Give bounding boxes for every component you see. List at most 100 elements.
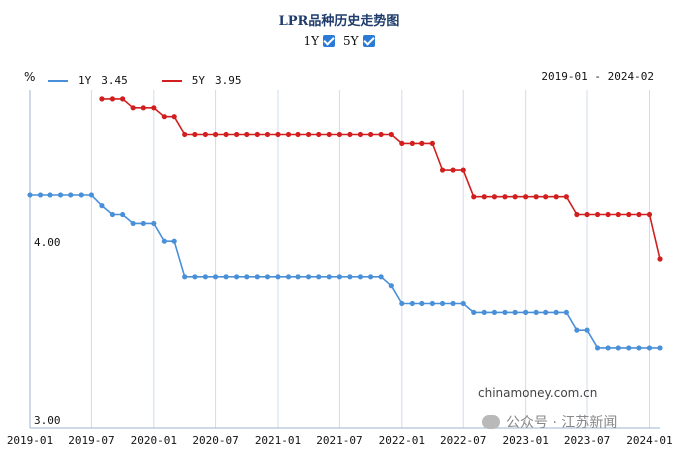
checkbox-checked-icon[interactable] (323, 35, 335, 47)
data-point-1y (234, 274, 240, 280)
data-point-5y (439, 167, 446, 173)
source-watermark: chinamoney.com.cn (478, 386, 598, 400)
data-point-1y (295, 274, 301, 280)
checkbox-checked-icon[interactable] (362, 35, 375, 47)
data-point-1y (151, 220, 157, 227)
data-point-5y (399, 140, 405, 146)
data-point-5y (533, 194, 539, 200)
x-tick-label: 2022-07 (440, 434, 486, 447)
data-point-1y (264, 274, 271, 280)
data-point-1y (409, 300, 415, 307)
data-point-5y (594, 211, 601, 218)
data-point-1y (399, 300, 405, 307)
data-point-1y (316, 274, 322, 280)
data-point-1y (605, 345, 611, 351)
data-point-5y (295, 131, 301, 138)
data-point-1y (471, 309, 477, 315)
data-point-1y (553, 309, 559, 315)
data-point-1y (275, 274, 281, 280)
data-point-1y (161, 238, 167, 244)
data-point-1y (223, 274, 229, 280)
legend: 1Y 3.45 5Y 3.95 (48, 74, 242, 87)
data-point-5y (244, 131, 250, 138)
data-point-1y (305, 274, 312, 280)
legend-item-1y[interactable]: 1Y 3.45 (48, 74, 128, 87)
y-tick-label: 4.00 (34, 236, 61, 249)
data-point-5y (182, 131, 188, 138)
data-point-1y (326, 274, 332, 280)
data-point-1y (212, 274, 219, 280)
data-point-1y (636, 345, 642, 351)
data-point-5y (285, 131, 292, 138)
data-point-1y (626, 345, 632, 351)
data-point-5y (378, 131, 384, 138)
data-point-5y (336, 131, 343, 138)
data-point-1y (182, 274, 188, 280)
data-point-5y (254, 131, 260, 138)
data-point-5y (120, 96, 126, 102)
data-point-5y (657, 256, 663, 262)
data-point-5y (326, 131, 332, 138)
data-point-1y (657, 345, 663, 351)
data-point-1y (120, 211, 126, 218)
data-point-1y (533, 309, 539, 315)
data-point-1y (388, 283, 394, 289)
data-point-5y (429, 140, 435, 146)
data-point-1y (47, 192, 53, 198)
x-tick-label: 2021-01 (255, 434, 301, 447)
data-point-1y (594, 345, 601, 351)
data-point-1y (378, 274, 384, 280)
data-point-1y (439, 300, 446, 307)
data-point-5y (99, 96, 105, 102)
data-point-1y (78, 192, 84, 198)
data-point-1y (429, 300, 435, 307)
account-watermark: 公众号 · 江苏新闻 (482, 412, 617, 432)
legend-value-1y: 3.45 (101, 74, 128, 87)
x-tick-label: 2021-07 (316, 434, 362, 447)
data-point-1y (563, 309, 569, 315)
data-point-5y (388, 131, 394, 138)
data-point-1y (502, 309, 508, 315)
x-tick-label: 2019-07 (68, 434, 114, 447)
data-point-1y (57, 192, 64, 198)
series-line-5y (101, 98, 661, 260)
data-point-5y (512, 194, 518, 200)
data-point-1y (285, 274, 292, 280)
x-tick-label: 2023-01 (502, 434, 548, 447)
data-point-1y (646, 345, 653, 351)
toggle-1y-label: 1Y (303, 34, 319, 48)
data-point-5y (409, 140, 415, 146)
data-point-1y (99, 203, 105, 209)
data-point-5y (574, 211, 580, 218)
y-tick-label: 3.00 (34, 414, 61, 427)
data-point-5y (171, 114, 177, 120)
date-range: 2019-01 - 2024-02 (541, 70, 654, 83)
x-tick-label: 2020-07 (192, 434, 238, 447)
data-point-1y (523, 309, 529, 315)
data-point-5y (161, 114, 167, 120)
data-point-1y (481, 309, 487, 315)
data-point-1y (68, 192, 74, 198)
data-point-5y (584, 211, 590, 218)
data-point-5y (460, 167, 466, 173)
data-point-5y (151, 105, 157, 111)
data-point-1y (130, 220, 136, 227)
legend-item-5y[interactable]: 5Y 3.95 (161, 74, 242, 87)
data-point-1y (584, 327, 590, 333)
x-tick-label: 2024-01 (626, 434, 672, 447)
data-point-1y (171, 238, 177, 244)
data-point-1y (88, 192, 95, 198)
data-point-1y (450, 300, 456, 307)
data-point-1y (615, 345, 621, 351)
data-point-5y (523, 194, 529, 200)
wechat-icon (482, 415, 500, 429)
data-point-5y (202, 131, 208, 138)
toggle-5y[interactable]: 5Y (343, 34, 375, 48)
data-point-5y (192, 131, 198, 138)
data-point-5y (471, 194, 477, 200)
data-point-1y (368, 274, 374, 280)
data-point-5y (305, 131, 312, 138)
toggle-1y[interactable]: 1Y (303, 34, 335, 48)
data-point-5y (502, 194, 508, 200)
data-point-5y (275, 131, 281, 138)
